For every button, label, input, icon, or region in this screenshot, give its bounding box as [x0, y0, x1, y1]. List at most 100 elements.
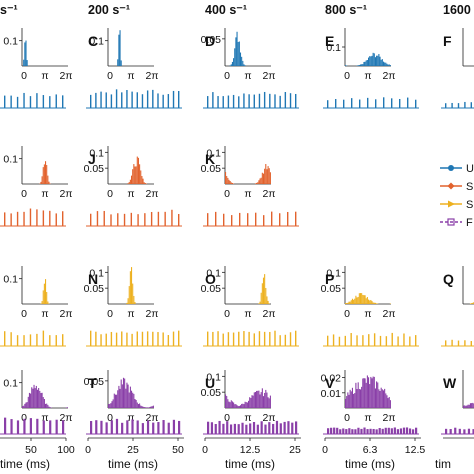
- hist-bar: [244, 401, 246, 408]
- hist-bar: [258, 303, 260, 304]
- phase-tick-label: 0: [21, 188, 27, 200]
- hist-bar: [381, 389, 383, 408]
- raster-spike: [136, 420, 139, 434]
- raster-spike: [387, 427, 390, 434]
- hist-bar: [49, 407, 51, 408]
- hist-bar: [369, 56, 371, 66]
- hist-bar: [231, 401, 233, 408]
- hist-bar: [235, 404, 237, 408]
- raster-spike: [36, 418, 39, 434]
- hist-bar: [386, 395, 388, 408]
- hist-bar: [381, 59, 383, 66]
- hist-bar: [137, 157, 139, 184]
- raster-spike: [249, 423, 252, 434]
- hist-bar: [237, 41, 239, 66]
- phase-tick-label: π: [127, 70, 134, 82]
- raster-spike: [207, 331, 209, 346]
- phase-tick-label: 0: [224, 412, 230, 424]
- hist-bar: [363, 295, 365, 304]
- raster-spike: [152, 331, 154, 346]
- raster-spike: [110, 94, 113, 108]
- hist-bar: [34, 388, 36, 408]
- hist-bar: [235, 37, 237, 66]
- hist-bar: [466, 405, 468, 408]
- phase-tick-label: π: [364, 308, 371, 320]
- raster-spike: [226, 421, 229, 434]
- hist-y-tick-label: 0.05: [201, 34, 222, 46]
- raster-spike: [269, 93, 271, 108]
- raster-spike: [233, 423, 236, 434]
- raster-spike: [123, 213, 126, 226]
- raster-spike: [451, 102, 453, 108]
- hist-bar: [149, 406, 151, 408]
- raster-spike: [238, 96, 240, 108]
- raster-spike: [152, 422, 155, 434]
- hist-bar: [366, 297, 368, 304]
- hist-bar: [121, 384, 123, 408]
- raster-spike: [222, 96, 224, 108]
- hist-bar: [261, 283, 263, 304]
- hist-bar: [227, 399, 229, 408]
- hist-bar: [384, 388, 386, 408]
- hist-bar: [347, 302, 349, 304]
- hist-bar: [388, 397, 390, 408]
- raster-spike: [363, 427, 366, 434]
- raster-spike: [330, 427, 333, 434]
- phase-tick-label: π: [244, 70, 251, 82]
- hist-bar: [358, 293, 360, 304]
- hist-bar: [129, 271, 131, 304]
- phase-tick-label: π: [127, 412, 134, 424]
- hist-bar: [226, 176, 228, 184]
- hist-bar: [238, 41, 240, 66]
- raster-spike: [96, 211, 99, 226]
- raster-spike: [62, 211, 64, 226]
- hist-bar: [141, 406, 143, 408]
- raster-spike: [258, 93, 261, 108]
- raster-spike: [295, 330, 297, 346]
- panel-label: T: [88, 375, 97, 391]
- raster-spike: [117, 213, 119, 226]
- hist-bar: [148, 407, 150, 408]
- hist-bar: [389, 65, 391, 66]
- raster-spike: [232, 332, 235, 346]
- raster-spike: [131, 91, 133, 108]
- phase-tick-label: 0: [344, 70, 350, 82]
- raster-spike: [360, 428, 363, 434]
- raster-spike: [351, 98, 353, 108]
- raster-spike: [239, 212, 241, 226]
- raster-spike: [49, 96, 51, 108]
- raster-spike: [336, 427, 339, 434]
- raster-spike: [29, 208, 32, 226]
- hist-bar: [66, 407, 68, 408]
- raster-spike: [105, 422, 108, 434]
- hist-bar: [357, 65, 359, 66]
- raster-spike: [378, 428, 381, 434]
- raster-spike: [207, 96, 209, 108]
- hist-bar: [241, 403, 243, 408]
- hist-bar: [380, 387, 382, 408]
- raster-spike: [95, 331, 97, 346]
- hist-y-tick-label: 0.1: [3, 36, 18, 48]
- hist-bar: [244, 65, 246, 66]
- hist-bar: [142, 178, 144, 184]
- hist-bar: [467, 404, 469, 408]
- raster-spike: [141, 94, 144, 108]
- raster-spike: [369, 428, 372, 434]
- raster-spike: [121, 331, 123, 346]
- hist-bar: [230, 400, 232, 408]
- hist-bar: [119, 388, 121, 408]
- raster-spike: [29, 96, 32, 108]
- hist-bar: [252, 395, 254, 408]
- raster-spike: [327, 100, 329, 108]
- hist-bar: [361, 386, 363, 408]
- hist-bar: [236, 31, 238, 66]
- hist-bar: [267, 397, 269, 408]
- hist-bar: [350, 391, 352, 408]
- hist-bar: [262, 277, 265, 304]
- hist-bar: [114, 394, 116, 408]
- hist-bar: [226, 396, 228, 408]
- raster-spike: [131, 333, 133, 346]
- raster-spike: [110, 331, 113, 346]
- raster-spike: [171, 209, 173, 226]
- phase-tick-label: 2π: [145, 70, 158, 82]
